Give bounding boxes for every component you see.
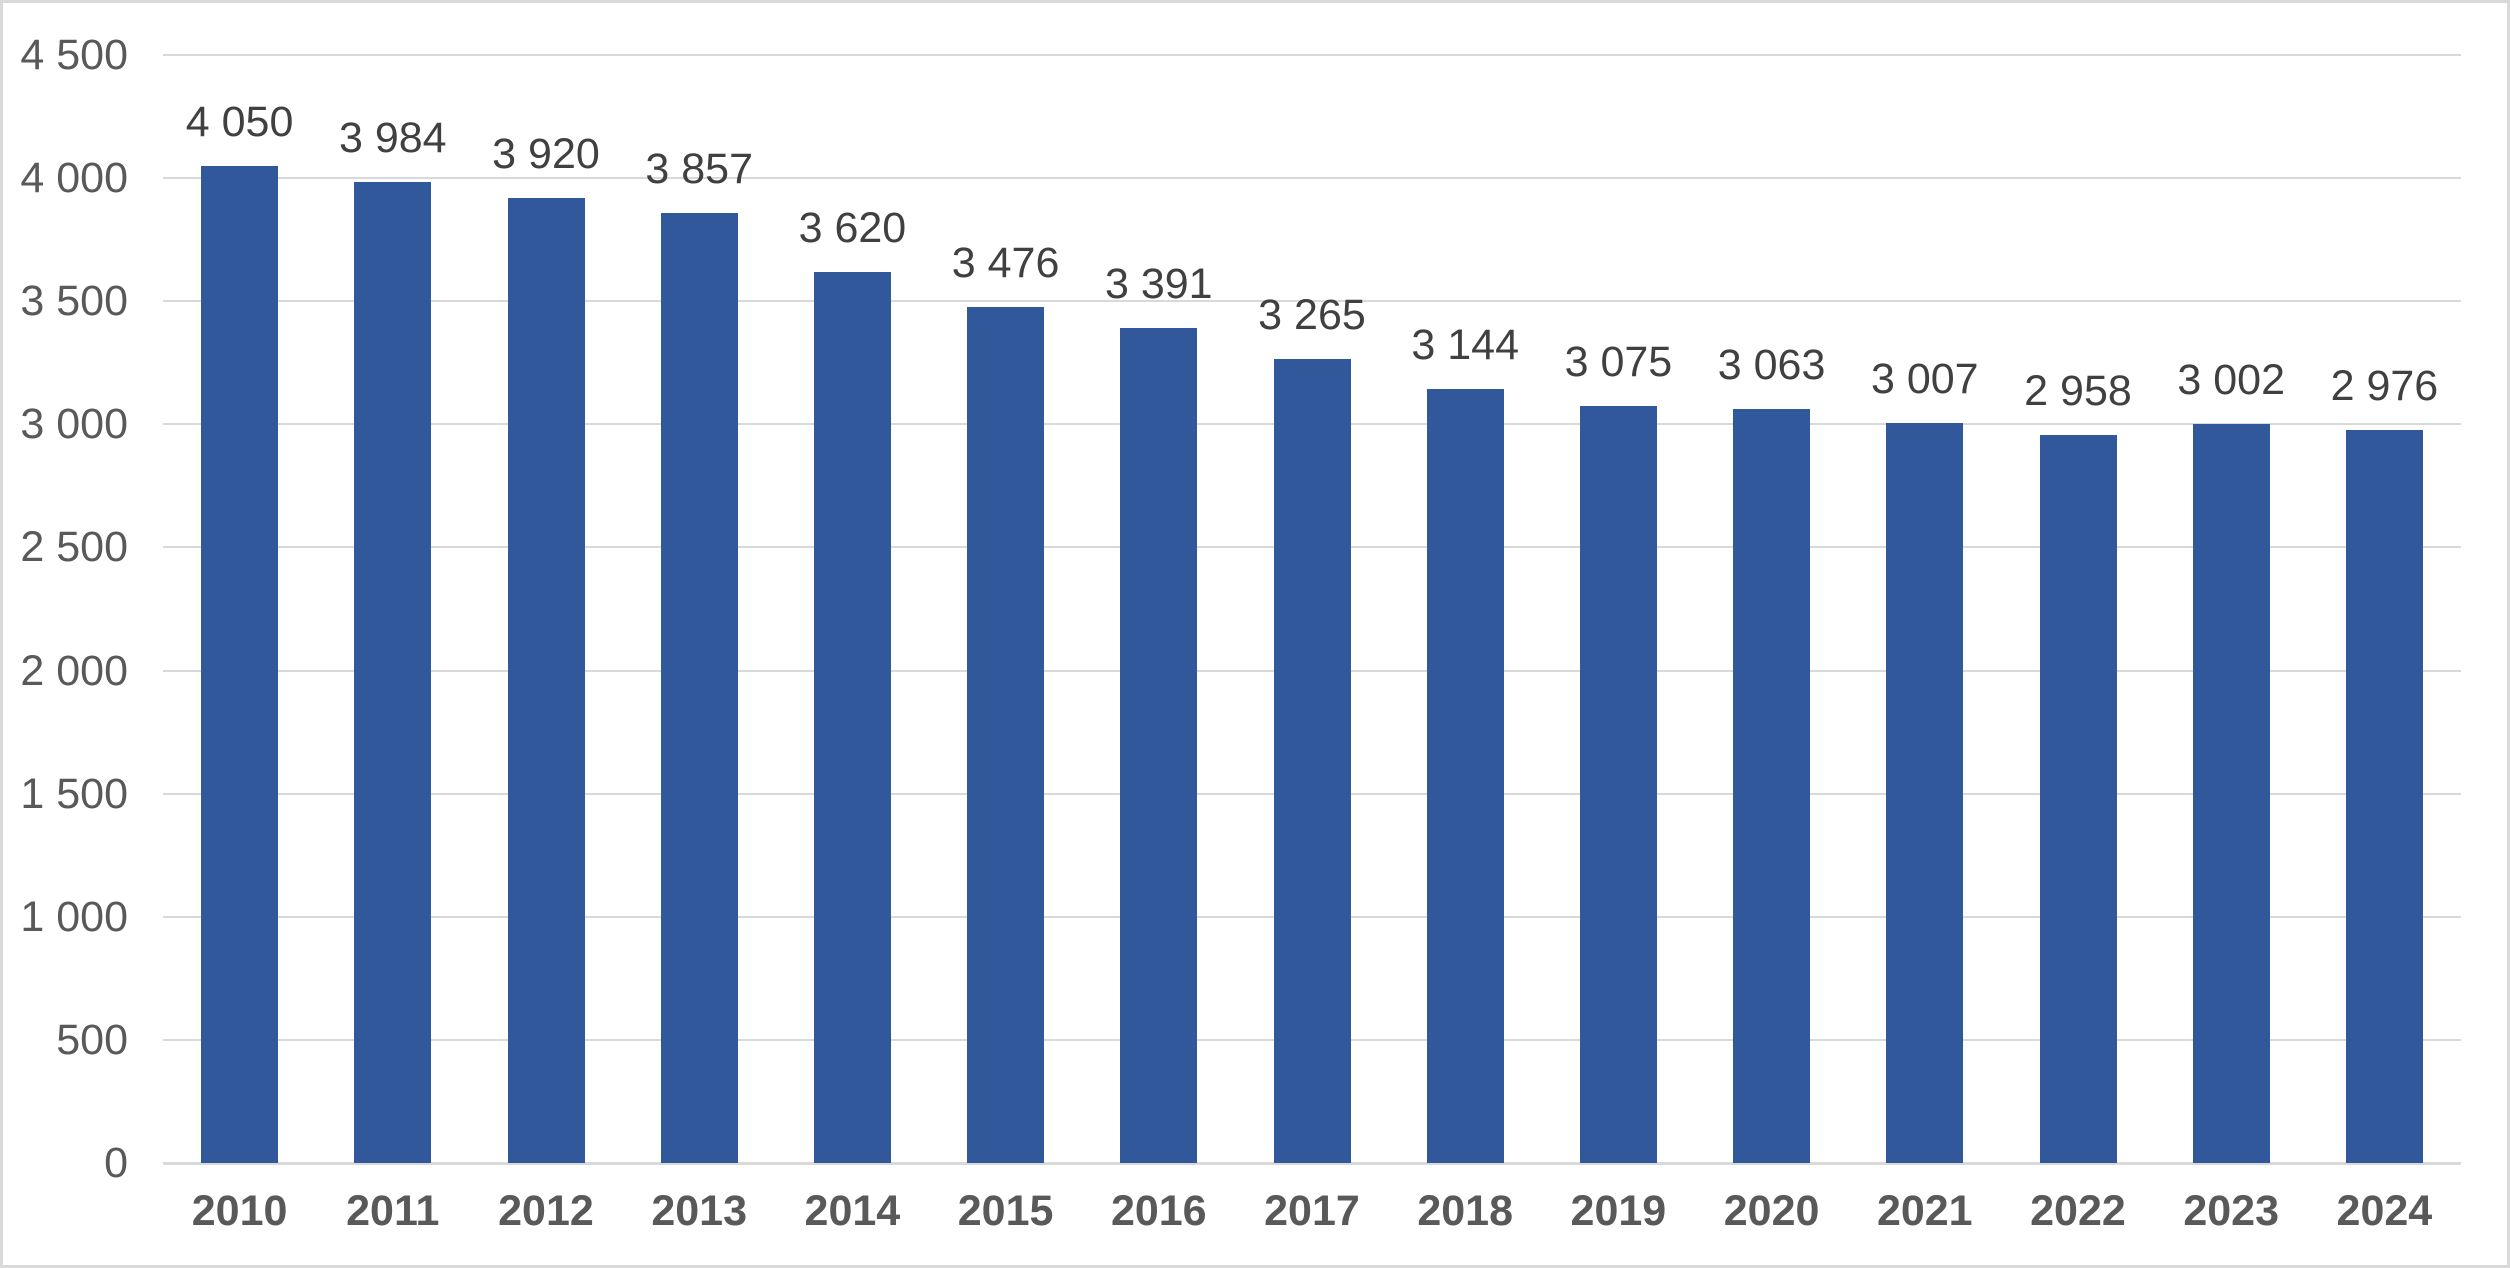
data-label-2022: 2 958 (2024, 366, 2132, 415)
x-axis-tick-label-2021: 2021 (1876, 1187, 1973, 1235)
gridline (163, 54, 2461, 56)
data-label-2013: 3 857 (645, 145, 753, 194)
x-axis-tick-label-2013: 2013 (651, 1187, 748, 1235)
x-axis-tick-label-2015: 2015 (957, 1187, 1054, 1235)
gridline (163, 177, 2461, 180)
bar-2016 (1120, 328, 1198, 1163)
data-label-2018: 3 144 (1411, 320, 1519, 369)
data-label-2017: 3 265 (1258, 291, 1366, 340)
data-label-2016: 3 391 (1104, 260, 1213, 309)
data-label-2024: 2 976 (2330, 362, 2439, 411)
bar-2021 (1886, 422, 1964, 1163)
x-axis-tick-label-2010: 2010 (191, 1187, 288, 1235)
x-axis-tick-label-2011: 2011 (346, 1187, 440, 1235)
x-axis-tick-label-2014: 2014 (804, 1187, 901, 1235)
data-label-2010: 4 050 (185, 97, 294, 146)
x-axis-tick-label-2022: 2022 (2030, 1187, 2126, 1235)
y-axis-tick-label: 4 000 (20, 154, 128, 203)
bar-2019 (1579, 405, 1657, 1163)
data-label-2020: 3 063 (1717, 340, 1826, 389)
data-label-2015: 3 476 (951, 239, 1060, 288)
bar-2023 (2192, 423, 2270, 1163)
y-axis-tick-label: 1 000 (20, 892, 128, 941)
y-axis-tick-label: 500 (56, 1015, 128, 1064)
gridline (163, 300, 2461, 303)
y-axis-tick-label: 0 (104, 1139, 128, 1187)
x-axis-tick-label-2023: 2023 (2183, 1187, 2280, 1235)
bar-2020 (1733, 408, 1811, 1163)
x-axis-tick-label-2019: 2019 (1570, 1187, 1667, 1235)
data-label-2023: 3 002 (2177, 355, 2285, 404)
data-label-2019: 3 075 (1564, 337, 1673, 386)
data-label-2012: 3 920 (492, 129, 600, 178)
x-axis-tick-label-2018: 2018 (1417, 1187, 1514, 1235)
y-axis-tick-label: 2 000 (20, 646, 128, 695)
bar-2018 (1426, 388, 1504, 1163)
bar-2010 (201, 165, 279, 1163)
x-axis-tick-label-2017: 2017 (1264, 1187, 1360, 1235)
data-label-2014: 3 620 (798, 203, 907, 252)
y-axis-tick-label: 3 500 (20, 277, 128, 326)
x-axis-tick-label-2024: 2024 (2336, 1187, 2433, 1235)
data-label-2011: 3 984 (338, 114, 447, 163)
bar-2013 (660, 213, 738, 1163)
bar-2011 (354, 182, 432, 1163)
y-axis-tick-label: 4 500 (20, 31, 128, 79)
x-axis-tick-label-2016: 2016 (1110, 1187, 1207, 1235)
y-axis-tick-label: 3 000 (20, 400, 128, 449)
bar-2017 (1273, 359, 1351, 1163)
bar-2022 (2039, 434, 2117, 1163)
x-axis-tick-label-2012: 2012 (498, 1187, 594, 1235)
data-label-2021: 3 007 (1870, 354, 1979, 403)
y-axis-tick-label: 2 500 (20, 523, 128, 572)
bar-2015 (967, 307, 1045, 1163)
x-axis-line (163, 1162, 2461, 1165)
y-axis-tick-label: 1 500 (20, 769, 128, 818)
x-axis-tick-label-2020: 2020 (1723, 1187, 1820, 1235)
bar-2024 (2345, 430, 2423, 1163)
bar-2014 (813, 271, 891, 1163)
bar-2012 (507, 197, 585, 1163)
